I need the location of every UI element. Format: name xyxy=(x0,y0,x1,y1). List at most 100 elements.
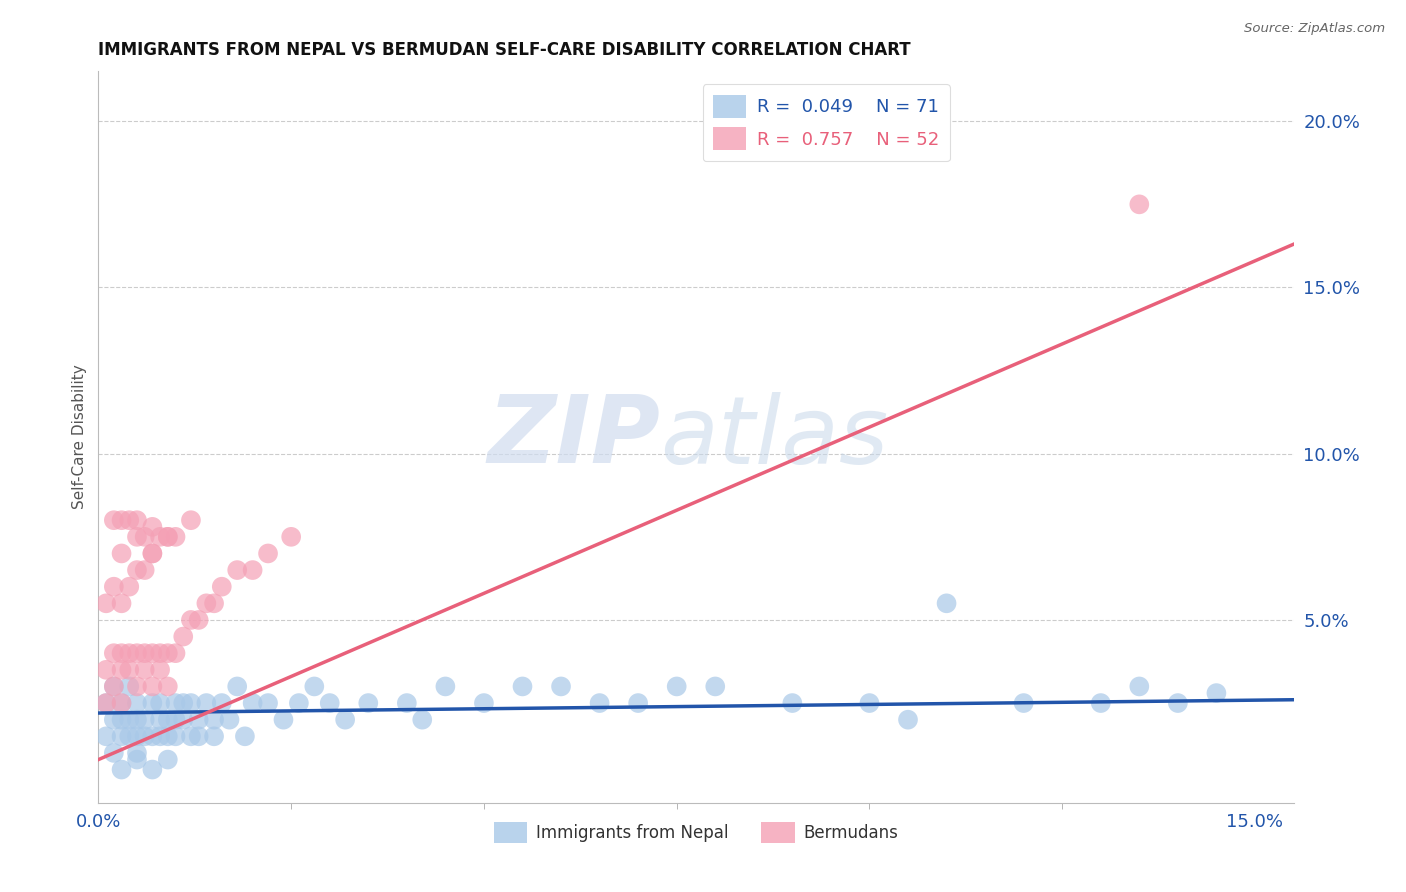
Point xyxy=(125,696,148,710)
Point xyxy=(149,713,172,727)
Point xyxy=(141,546,163,560)
Point xyxy=(165,530,187,544)
Point xyxy=(512,680,534,694)
Point xyxy=(304,680,326,694)
Point xyxy=(94,663,117,677)
Point xyxy=(1128,197,1150,211)
Point xyxy=(165,713,187,727)
Point xyxy=(110,646,132,660)
Point xyxy=(156,680,179,694)
Point xyxy=(134,713,156,727)
Point xyxy=(141,646,163,660)
Point xyxy=(233,729,256,743)
Text: atlas: atlas xyxy=(661,392,889,483)
Point xyxy=(242,696,264,710)
Point xyxy=(118,663,141,677)
Point xyxy=(333,713,356,727)
Point xyxy=(149,646,172,660)
Point xyxy=(172,630,194,644)
Point xyxy=(149,530,172,544)
Point xyxy=(165,646,187,660)
Point xyxy=(704,680,727,694)
Point xyxy=(134,530,156,544)
Point xyxy=(125,563,148,577)
Point xyxy=(211,696,233,710)
Point xyxy=(202,596,225,610)
Point xyxy=(273,713,295,727)
Point xyxy=(395,696,418,710)
Point xyxy=(141,520,163,534)
Point xyxy=(110,513,132,527)
Point xyxy=(118,680,141,694)
Point xyxy=(94,696,117,710)
Point xyxy=(226,680,249,694)
Point xyxy=(280,530,302,544)
Point xyxy=(149,663,172,677)
Legend: Immigrants from Nepal, Bermudans: Immigrants from Nepal, Bermudans xyxy=(488,815,904,849)
Point xyxy=(94,696,117,710)
Point xyxy=(125,713,148,727)
Point xyxy=(110,696,132,710)
Point xyxy=(134,646,156,660)
Point xyxy=(125,746,148,760)
Point xyxy=(195,596,218,610)
Point xyxy=(141,729,163,743)
Point xyxy=(156,729,179,743)
Point xyxy=(134,729,156,743)
Y-axis label: Self-Care Disability: Self-Care Disability xyxy=(72,365,87,509)
Point xyxy=(180,613,202,627)
Point xyxy=(897,713,920,727)
Point xyxy=(1012,696,1035,710)
Point xyxy=(550,680,572,694)
Point xyxy=(411,713,433,727)
Point xyxy=(141,680,163,694)
Point xyxy=(134,563,156,577)
Text: IMMIGRANTS FROM NEPAL VS BERMUDAN SELF-CARE DISABILITY CORRELATION CHART: IMMIGRANTS FROM NEPAL VS BERMUDAN SELF-C… xyxy=(98,41,911,59)
Point xyxy=(125,729,148,743)
Point xyxy=(141,763,163,777)
Point xyxy=(202,713,225,727)
Point xyxy=(103,746,125,760)
Point xyxy=(187,713,209,727)
Point xyxy=(172,713,194,727)
Point xyxy=(165,696,187,710)
Point xyxy=(118,646,141,660)
Point xyxy=(165,729,187,743)
Point xyxy=(118,713,141,727)
Point xyxy=(125,530,148,544)
Point xyxy=(94,729,117,743)
Point xyxy=(627,696,650,710)
Point xyxy=(134,663,156,677)
Point xyxy=(103,680,125,694)
Text: Source: ZipAtlas.com: Source: ZipAtlas.com xyxy=(1244,22,1385,36)
Point xyxy=(242,563,264,577)
Point xyxy=(156,713,179,727)
Point xyxy=(288,696,311,710)
Point xyxy=(588,696,610,710)
Point xyxy=(665,680,688,694)
Point xyxy=(118,580,141,594)
Point xyxy=(434,680,457,694)
Point xyxy=(141,696,163,710)
Point xyxy=(141,546,163,560)
Point xyxy=(357,696,380,710)
Point xyxy=(110,763,132,777)
Point xyxy=(187,729,209,743)
Point xyxy=(149,696,172,710)
Point xyxy=(118,729,141,743)
Point xyxy=(110,663,132,677)
Point xyxy=(172,696,194,710)
Point xyxy=(218,713,240,727)
Point xyxy=(1167,696,1189,710)
Point xyxy=(1090,696,1112,710)
Point xyxy=(103,713,125,727)
Point xyxy=(110,713,132,727)
Point xyxy=(1128,680,1150,694)
Point xyxy=(156,530,179,544)
Point xyxy=(257,696,280,710)
Point xyxy=(110,729,132,743)
Point xyxy=(180,696,202,710)
Point xyxy=(187,613,209,627)
Point xyxy=(782,696,804,710)
Point xyxy=(858,696,880,710)
